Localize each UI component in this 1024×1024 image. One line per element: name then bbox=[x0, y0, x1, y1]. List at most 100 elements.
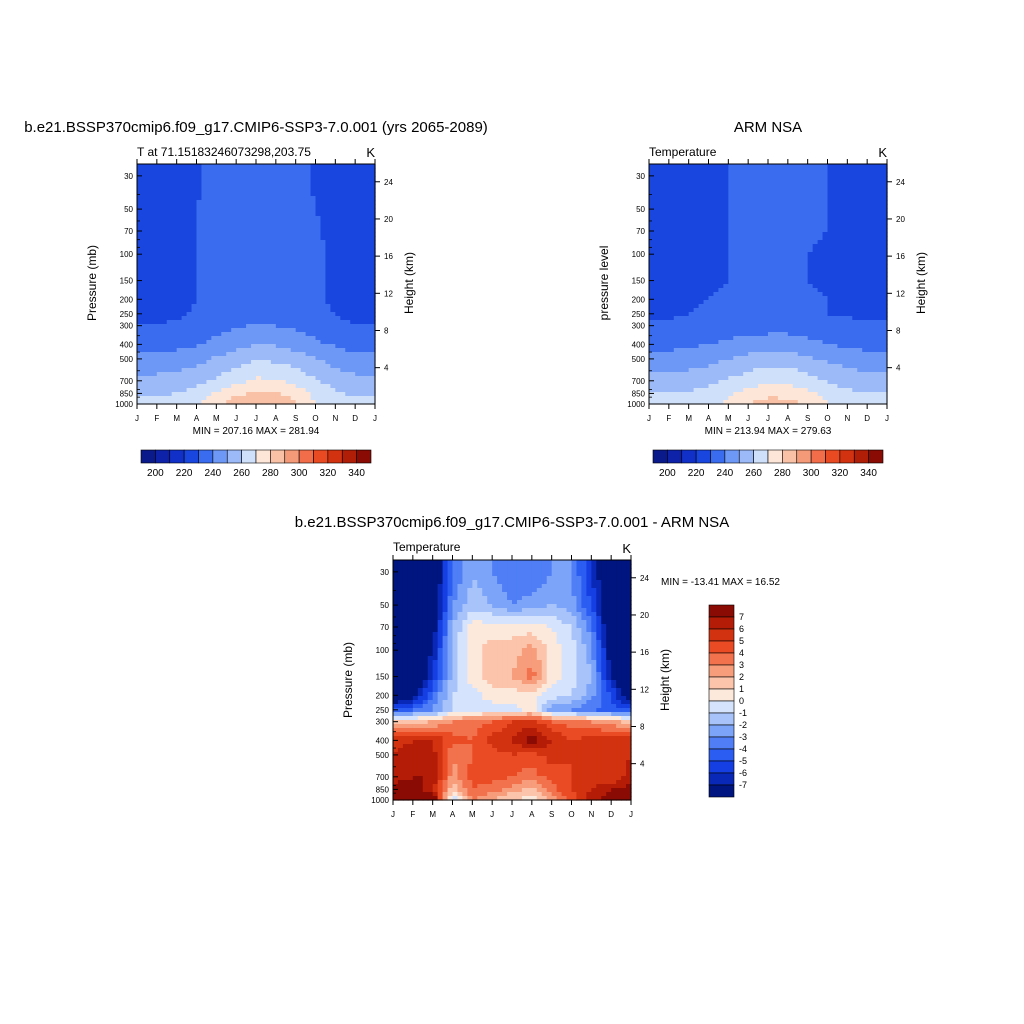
contour-cell bbox=[251, 300, 257, 305]
contour-cell bbox=[295, 192, 302, 197]
contour-cell bbox=[807, 304, 814, 309]
contour-cell bbox=[658, 316, 665, 321]
contour-cell bbox=[166, 172, 173, 177]
contour-cell bbox=[285, 364, 292, 369]
contour-cell bbox=[753, 172, 759, 177]
contour-cell bbox=[171, 292, 178, 297]
contour-cell bbox=[787, 192, 794, 197]
contour-cell bbox=[315, 388, 322, 393]
contour-cell bbox=[713, 184, 720, 189]
contour-cell bbox=[728, 276, 734, 281]
contour-cell bbox=[847, 204, 853, 209]
contour-cell bbox=[176, 176, 183, 181]
contour-cell bbox=[649, 248, 655, 253]
contour-cell bbox=[251, 288, 257, 293]
contour-cell bbox=[300, 252, 307, 257]
contour-cell bbox=[156, 376, 163, 381]
contour-cell bbox=[673, 272, 680, 277]
month-tick-label: D bbox=[352, 414, 358, 423]
contour-cell bbox=[867, 284, 873, 289]
contour-cell bbox=[718, 220, 724, 225]
contour-cell bbox=[246, 356, 252, 361]
contour-cell bbox=[683, 240, 690, 245]
contour-cell bbox=[186, 312, 193, 317]
contour-cell bbox=[822, 196, 829, 201]
contour-cell bbox=[141, 296, 148, 301]
contour-cell bbox=[708, 208, 715, 213]
contour-cell bbox=[882, 216, 888, 221]
contour-cell bbox=[216, 276, 222, 281]
contour-cell bbox=[708, 300, 715, 305]
contour-cell bbox=[335, 312, 341, 317]
contour-cell bbox=[330, 256, 336, 261]
contour-cell bbox=[151, 188, 158, 193]
contour-cell bbox=[137, 396, 143, 401]
contour-cell bbox=[206, 212, 212, 217]
contour-cell bbox=[295, 292, 302, 297]
contour-cell bbox=[822, 192, 829, 197]
contour-cell bbox=[713, 328, 720, 333]
contour-cell bbox=[355, 312, 361, 317]
contour-cell bbox=[186, 296, 193, 301]
contour-cell bbox=[141, 376, 148, 381]
contour-cell bbox=[305, 184, 312, 189]
contour-cell bbox=[782, 208, 789, 213]
contour-cell bbox=[787, 284, 794, 289]
contour-cell bbox=[713, 280, 720, 285]
contour-cell bbox=[211, 208, 217, 213]
contour-cell bbox=[260, 296, 267, 301]
contour-cell bbox=[335, 396, 341, 401]
contour-cell bbox=[310, 248, 317, 253]
contour-cell bbox=[310, 216, 317, 221]
contour-cell bbox=[256, 176, 262, 181]
contour-cell bbox=[673, 268, 680, 273]
contour-cell bbox=[221, 268, 227, 273]
contour-cell bbox=[668, 276, 675, 281]
contour-cell bbox=[216, 292, 222, 297]
contour-cell bbox=[345, 332, 351, 337]
contour-cell bbox=[738, 312, 744, 317]
contour-cell bbox=[708, 256, 715, 261]
contour-cell bbox=[807, 204, 814, 209]
contour-cell bbox=[345, 360, 351, 365]
contour-cell bbox=[663, 316, 670, 321]
contour-cell bbox=[365, 288, 371, 293]
contour-cell bbox=[365, 368, 371, 373]
contour-cell bbox=[226, 320, 232, 325]
contour-cell bbox=[151, 364, 158, 369]
contour-cell bbox=[256, 312, 262, 317]
contour-cell bbox=[355, 232, 361, 237]
contour-cell bbox=[703, 252, 710, 257]
contour-cell bbox=[370, 324, 376, 329]
contour-cell bbox=[275, 236, 282, 241]
contour-cell bbox=[355, 264, 361, 269]
contour-cell bbox=[653, 180, 660, 185]
contour-cell bbox=[171, 216, 178, 221]
contour-cell bbox=[852, 200, 858, 205]
contour-cell bbox=[141, 372, 148, 377]
contour-cell bbox=[290, 260, 297, 265]
contour-cell bbox=[166, 352, 173, 357]
contour-cell bbox=[216, 272, 222, 277]
contour-cell bbox=[216, 172, 222, 177]
contour-cell bbox=[827, 252, 834, 257]
contour-cell bbox=[733, 300, 739, 305]
contour-cell bbox=[141, 312, 148, 317]
contour-cell bbox=[822, 176, 829, 181]
contour-cell bbox=[310, 312, 317, 317]
contour-cell bbox=[280, 360, 287, 365]
contour-cell bbox=[265, 180, 272, 185]
contour-cell bbox=[360, 360, 366, 365]
contour-cell bbox=[216, 256, 222, 261]
contour-cell bbox=[295, 360, 302, 365]
contour-cell bbox=[275, 336, 282, 341]
contour-cell bbox=[181, 172, 188, 177]
panel-model-left-string: T at 71.15183246073298,203.75 bbox=[137, 145, 311, 159]
contour-cell bbox=[708, 176, 715, 181]
contour-cell bbox=[877, 208, 883, 213]
contour-cell bbox=[226, 172, 232, 177]
contour-cell bbox=[748, 224, 754, 229]
contour-cell bbox=[360, 380, 366, 385]
contour-cell bbox=[206, 264, 212, 269]
contour-cell bbox=[370, 288, 376, 293]
